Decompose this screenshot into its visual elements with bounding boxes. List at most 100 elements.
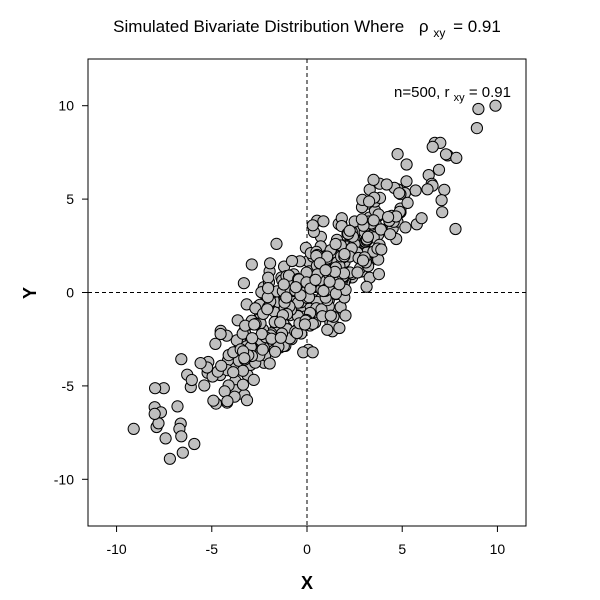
data-point xyxy=(400,158,413,171)
data-point xyxy=(339,309,352,322)
data-point xyxy=(393,187,406,200)
data-point xyxy=(372,268,385,281)
data-point xyxy=(306,219,319,232)
data-point xyxy=(289,281,302,294)
data-point xyxy=(215,359,228,372)
chart-title-text: Simulated Bivariate Distribution Where xyxy=(113,17,404,36)
data-point xyxy=(248,318,261,331)
data-point xyxy=(171,400,184,413)
data-point xyxy=(263,357,276,370)
data-point xyxy=(436,206,449,219)
annotation-prefix: n=500, xyxy=(394,84,444,101)
data-point xyxy=(438,183,451,196)
data-point xyxy=(319,264,332,277)
data-point xyxy=(317,215,330,228)
data-point xyxy=(421,183,434,196)
data-point xyxy=(361,230,374,243)
data-point xyxy=(274,316,287,329)
data-point xyxy=(256,343,269,356)
data-point xyxy=(274,331,287,344)
data-point xyxy=(472,102,485,116)
chart-title-rho-value: = 0.91 xyxy=(453,17,501,36)
data-point xyxy=(470,122,483,135)
data-point xyxy=(163,452,176,465)
data-point xyxy=(245,258,258,271)
data-point xyxy=(449,222,462,236)
data-point xyxy=(323,275,336,288)
data-point xyxy=(261,303,274,316)
data-point xyxy=(415,212,428,225)
x-tick-label: -5 xyxy=(206,541,219,557)
data-point xyxy=(333,321,346,335)
data-point xyxy=(277,278,290,291)
data-point xyxy=(262,271,275,284)
data-point xyxy=(159,432,172,445)
data-point xyxy=(384,228,397,241)
x-tick-label: 5 xyxy=(398,541,406,557)
data-point xyxy=(238,352,251,365)
sample-annotation: n=500, r xy = 0.91 xyxy=(394,84,511,105)
x-tick-label: 0 xyxy=(303,541,311,557)
data-point xyxy=(324,309,337,322)
data-point xyxy=(149,382,162,395)
data-point xyxy=(285,254,299,268)
data-point xyxy=(209,337,222,350)
data-point xyxy=(198,379,211,392)
data-point xyxy=(435,194,448,207)
data-point xyxy=(367,214,380,227)
y-axis-label: Y xyxy=(20,287,40,299)
data-point xyxy=(175,353,188,366)
data-point xyxy=(188,437,201,451)
data-point xyxy=(280,291,293,304)
y-tick-label: 10 xyxy=(58,98,74,114)
data-point xyxy=(175,430,188,443)
data-point xyxy=(399,221,412,234)
data-point xyxy=(247,373,260,386)
annotation-r-value: = 0.91 xyxy=(469,84,511,101)
data-point xyxy=(194,357,207,370)
data-point xyxy=(127,422,140,435)
data-point xyxy=(264,257,277,270)
data-point xyxy=(356,254,370,267)
data-point xyxy=(375,243,388,256)
data-point xyxy=(246,332,259,345)
chart-title-rho-subscript: xy xyxy=(433,26,445,40)
data-point xyxy=(298,318,311,331)
data-point xyxy=(363,195,376,208)
data-point xyxy=(409,184,422,197)
x-tick-label: -10 xyxy=(106,541,126,557)
data-point xyxy=(439,148,453,161)
data-point xyxy=(426,140,439,153)
chart-title: Simulated Bivariate Distribution Where ρ… xyxy=(113,17,501,41)
data-point xyxy=(355,213,368,226)
y-tick-label: -10 xyxy=(54,471,74,487)
data-point xyxy=(351,266,364,279)
data-point xyxy=(338,248,351,261)
data-point xyxy=(391,148,404,161)
data-point xyxy=(309,273,322,286)
y-tick-label: 5 xyxy=(66,191,74,207)
data-point xyxy=(269,345,282,358)
plot-area xyxy=(87,58,527,527)
data-point xyxy=(148,407,161,420)
data-point xyxy=(227,366,240,379)
y-tick-label: -5 xyxy=(62,378,75,394)
data-point xyxy=(432,163,446,176)
data-point xyxy=(214,327,227,341)
y-tick-label: 0 xyxy=(66,285,74,301)
data-point xyxy=(400,175,413,188)
data-point xyxy=(317,284,330,298)
data-point xyxy=(382,210,395,224)
data-point xyxy=(380,178,393,191)
chart-title-rho-symbol: ρ xyxy=(419,17,429,36)
x-axis: -10 -5 0 5 10 xyxy=(106,526,505,557)
data-point xyxy=(240,394,254,407)
data-point xyxy=(343,224,356,237)
data-point xyxy=(367,173,380,186)
data-point xyxy=(185,373,198,387)
data-point xyxy=(450,151,463,164)
data-point xyxy=(236,378,250,391)
data-point xyxy=(237,277,250,290)
data-point xyxy=(489,99,502,112)
